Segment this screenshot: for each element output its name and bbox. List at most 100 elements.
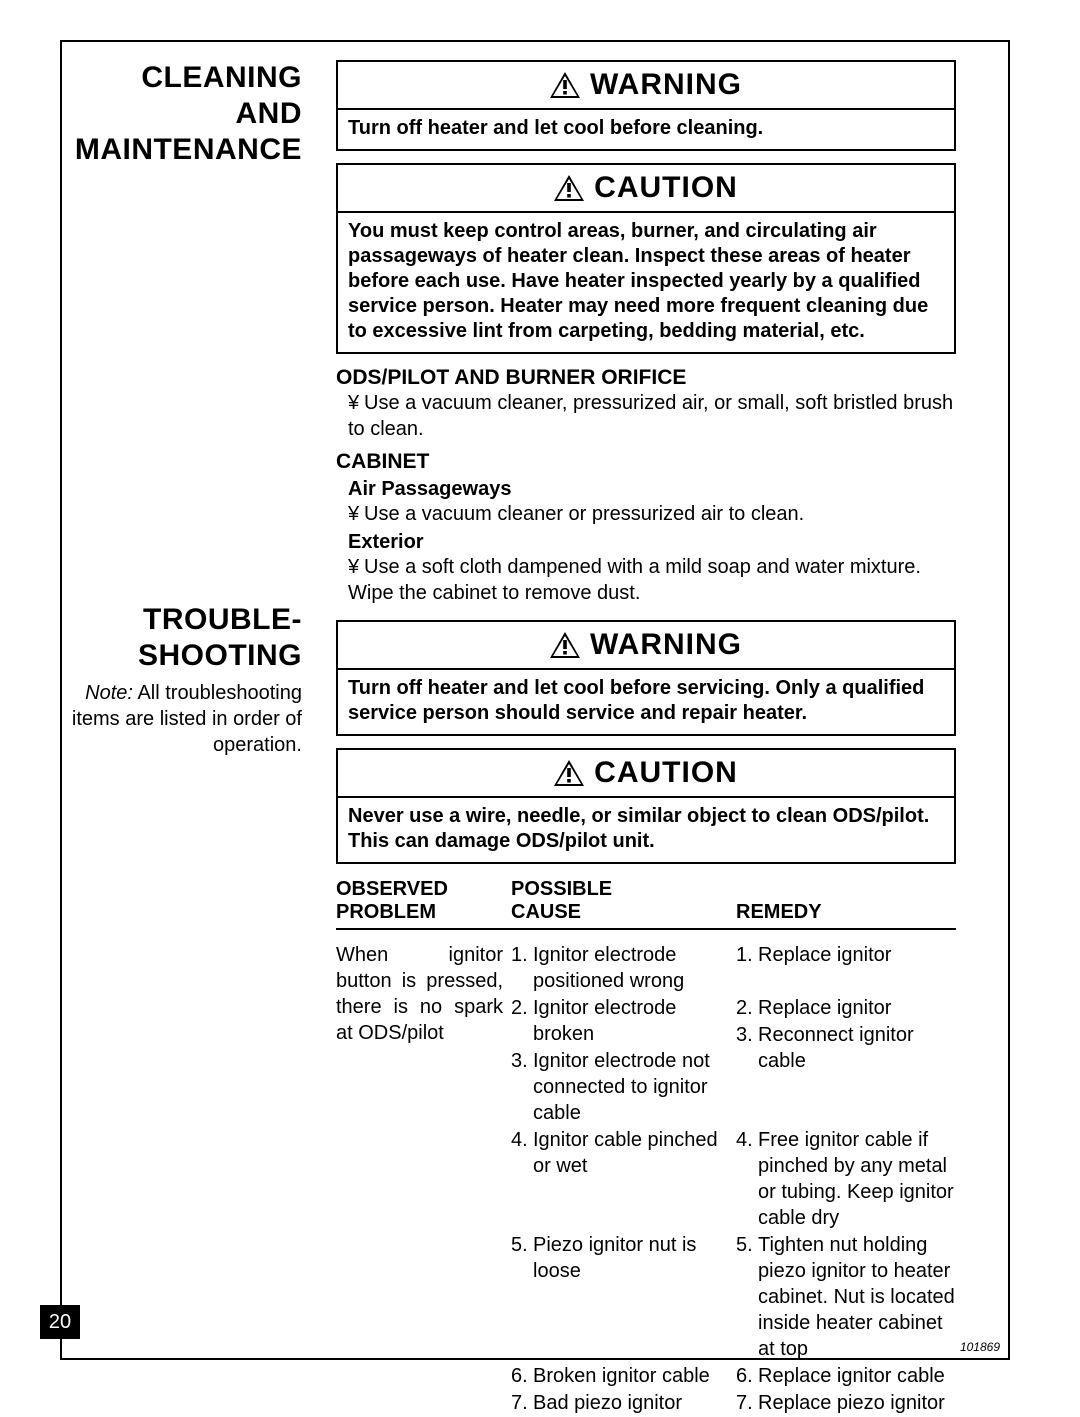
troubleshooting-note: Note: All troubleshooting items are list… — [60, 680, 302, 758]
exterior-bullet: ¥Use a soft cloth dampened with a mild s… — [348, 554, 956, 606]
header-line: POSSIBLE — [511, 878, 612, 900]
page-number: 20 — [40, 1305, 80, 1339]
list-text: Replace ignitor cable — [758, 1363, 956, 1389]
list-num: 2. — [511, 995, 533, 1047]
list-text: Broken ignitor cable — [533, 1363, 730, 1389]
list-text: Tighten nut holding piezo ignitor to hea… — [758, 1232, 956, 1362]
warning-icon — [554, 175, 584, 201]
col-header-cause: POSSIBLE CAUSE — [511, 878, 736, 924]
col-header-problem: OBSERVED PROBLEM — [336, 878, 511, 924]
cabinet-heading: CABINET — [336, 450, 956, 474]
list-item: 5.Piezo ignitor nut is loose — [511, 1232, 730, 1284]
troubleshoot-row: When ignitor button is pressed, there is… — [336, 942, 956, 1417]
list-num: 6. — [736, 1363, 758, 1389]
list-text: Replace ignitor — [758, 995, 956, 1021]
exterior-heading: Exterior — [348, 531, 956, 554]
section-heading-cleaning: CLEANING AND MAINTENANCE — [60, 60, 302, 168]
list-text: Ignitor cable pinched or wet — [533, 1127, 730, 1179]
list-text: Piezo ignitor nut is loose — [533, 1232, 730, 1284]
heading-line: TROUBLE- — [143, 603, 302, 636]
alert-header: CAUTION — [338, 165, 954, 213]
list-text: Replace piezo ignitor — [758, 1390, 956, 1416]
alert-body: Turn off heater and let cool before serv… — [338, 670, 954, 734]
list-item: 7.Bad piezo ignitor — [511, 1390, 730, 1416]
list-num: 3. — [736, 1022, 758, 1074]
ods-bullet: ¥Use a vacuum cleaner, pressurized air, … — [348, 390, 956, 442]
alert-label: WARNING — [590, 68, 742, 102]
alert-body: You must keep control areas, burner, and… — [338, 213, 954, 352]
list-num: 3. — [511, 1048, 533, 1126]
observed-problem: When ignitor button is pressed, there is… — [336, 942, 511, 1417]
caution-box: CAUTION You must keep control areas, bur… — [336, 163, 956, 354]
list-item: 6.Broken ignitor cable — [511, 1363, 730, 1389]
alert-header: CAUTION — [338, 750, 954, 798]
ods-heading: ODS/PILOT AND BURNER ORIFICE — [336, 366, 956, 390]
alert-body: Never use a wire, needle, or similar obj… — [338, 798, 954, 862]
list-item: 3.Ignitor electrode not connected to ign… — [511, 1048, 730, 1126]
list-item: 1.Ignitor electrode positioned wrong — [511, 942, 730, 994]
bullet-symbol: ¥ — [348, 501, 364, 527]
warning-icon — [554, 760, 584, 786]
air-bullet: ¥Use a vacuum cleaner or pressurized air… — [348, 501, 956, 527]
list-item: 2.Ignitor electrode broken — [511, 995, 730, 1047]
heading-line: AND — [236, 97, 303, 130]
header-line: PROBLEM — [336, 901, 436, 923]
list-num: 4. — [511, 1127, 533, 1179]
list-num: 7. — [736, 1390, 758, 1416]
heading-line: MAINTENANCE — [75, 133, 302, 166]
bullet-text: Use a vacuum cleaner or pressurized air … — [364, 503, 804, 525]
possible-causes: 1.Ignitor electrode positioned wrong 2.I… — [511, 942, 736, 1417]
list-num: 5. — [736, 1232, 758, 1362]
list-text: Ignitor electrode positioned wrong — [533, 942, 730, 994]
list-text: Free ignitor cable if pinched by any met… — [758, 1127, 956, 1231]
section-heading-troubleshooting: TROUBLE- SHOOTING — [60, 602, 302, 674]
bullet-symbol: ¥ — [348, 390, 364, 416]
main-content: WARNING Turn off heater and let cool bef… — [336, 60, 956, 1417]
heading-line: CLEANING — [141, 61, 302, 94]
bullet-symbol: ¥ — [348, 554, 364, 580]
bullet-text: Use a soft cloth dampened with a mild so… — [348, 556, 921, 604]
list-item: 4.Ignitor cable pinched or wet — [511, 1127, 730, 1179]
list-num: 7. — [511, 1390, 533, 1416]
note-label: Note: — [85, 682, 133, 704]
list-item: 2.Replace ignitor — [736, 995, 956, 1021]
warning-icon — [550, 72, 580, 98]
list-num: 1. — [511, 942, 533, 994]
alert-header: WARNING — [338, 62, 954, 110]
bullet-text: Use a vacuum cleaner, pressurized air, o… — [348, 392, 953, 440]
alert-label: CAUTION — [594, 756, 738, 790]
alert-label: CAUTION — [594, 171, 738, 205]
header-line: CAUSE — [511, 901, 581, 923]
warning-box: WARNING Turn off heater and let cool bef… — [336, 60, 956, 151]
warning-icon — [550, 632, 580, 658]
header-line: REMEDY — [736, 901, 822, 924]
header-line: OBSERVED — [336, 878, 448, 900]
list-num: 6. — [511, 1363, 533, 1389]
warning-box: WARNING Turn off heater and let cool bef… — [336, 620, 956, 736]
list-item: 6.Replace ignitor cable — [736, 1363, 956, 1389]
list-item: 3.Reconnect ignitor cable — [736, 1022, 956, 1074]
caution-box: CAUTION Never use a wire, needle, or sim… — [336, 748, 956, 864]
alert-header: WARNING — [338, 622, 954, 670]
document-id: 101869 — [960, 1340, 1000, 1354]
troubleshoot-headers: OBSERVED PROBLEM POSSIBLE CAUSE REMEDY — [336, 878, 956, 930]
list-text: Bad piezo ignitor — [533, 1390, 730, 1416]
alert-label: WARNING — [590, 628, 742, 662]
list-text: Reconnect ignitor cable — [758, 1022, 956, 1074]
list-item: 4.Free ignitor cable if pinched by any m… — [736, 1127, 956, 1231]
sidebar: CLEANING AND MAINTENANCE TROUBLE- SHOOTI… — [60, 60, 320, 758]
list-num: 1. — [736, 942, 758, 968]
heading-line: SHOOTING — [138, 639, 302, 672]
remedies: 1.Replace ignitor 2.Replace ignitor 3.Re… — [736, 942, 956, 1417]
list-item: 1.Replace ignitor — [736, 942, 956, 968]
list-text: Ignitor electrode broken — [533, 995, 730, 1047]
list-item: 7.Replace piezo ignitor — [736, 1390, 956, 1416]
list-num: 4. — [736, 1127, 758, 1231]
air-passageways-heading: Air Passageways — [348, 478, 956, 501]
list-num: 2. — [736, 995, 758, 1021]
list-text: Replace ignitor — [758, 942, 956, 968]
alert-body: Turn off heater and let cool before clea… — [338, 110, 954, 149]
list-text: Ignitor electrode not connected to ignit… — [533, 1048, 730, 1126]
list-num: 5. — [511, 1232, 533, 1284]
list-item: 5.Tighten nut holding piezo ignitor to h… — [736, 1232, 956, 1362]
